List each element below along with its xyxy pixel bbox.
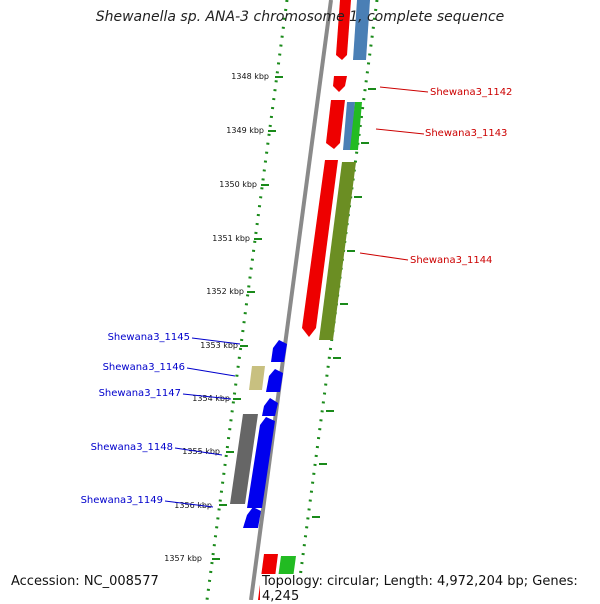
gene-arrow xyxy=(350,102,362,150)
leader-line xyxy=(359,252,409,261)
left-gene-labels: Shewana3_1145 Shewana3_1146 Shewana3_114… xyxy=(81,332,241,508)
gene-arrow xyxy=(336,0,351,60)
gene-arrow xyxy=(266,369,283,392)
ruler-label: 1356 kbp xyxy=(174,501,212,510)
ruler-ticks xyxy=(212,76,376,560)
map-title: Shewanella sp. ANA-3 chromosome 1, compl… xyxy=(95,9,505,25)
gene-label-shewana3-1143[interactable]: Shewana3_1143 xyxy=(425,128,507,139)
gene-arrow xyxy=(319,162,356,340)
gene-label-shewana3-1149[interactable]: Shewana3_1149 xyxy=(81,495,163,506)
gene-label-shewana3-1145[interactable]: Shewana3_1145 xyxy=(108,332,190,343)
leader-line xyxy=(164,500,214,508)
ruler-label: 1350 kbp xyxy=(219,180,257,189)
gene-arrow xyxy=(230,414,258,504)
right-dotted-track xyxy=(295,0,379,601)
ruler-label: 1349 kbp xyxy=(226,126,264,135)
leader-line xyxy=(379,86,429,93)
gene-label-shewana3-1144[interactable]: Shewana3_1144 xyxy=(410,255,492,266)
gene-arrow xyxy=(333,76,347,92)
ruler-label: 1348 kbp xyxy=(231,72,269,81)
ruler-label: 1357 kbp xyxy=(164,554,202,563)
gene-arrow xyxy=(353,0,370,60)
leader-line xyxy=(375,128,425,135)
ruler-label: 1353 kbp xyxy=(200,341,238,350)
ruler-label: 1354 kbp xyxy=(192,394,230,403)
gene-arrow xyxy=(249,366,265,390)
right-gene-labels: Shewana3_1142 Shewana3_1143 Shewana3_114… xyxy=(359,86,512,266)
gene-arrow xyxy=(326,100,345,149)
gene-arrow xyxy=(262,398,278,416)
ruler-label: 1352 kbp xyxy=(206,287,244,296)
gene-arrow xyxy=(302,160,338,337)
gene-label-shewana3-1142[interactable]: Shewana3_1142 xyxy=(430,87,512,98)
gene-arrow xyxy=(247,417,275,508)
gene-label-shewana3-1148[interactable]: Shewana3_1148 xyxy=(91,442,173,453)
ruler-label: 1351 kbp xyxy=(212,234,250,243)
gene-arrow xyxy=(271,340,287,362)
gene-arrow xyxy=(243,507,261,528)
chromosome-backbone xyxy=(249,0,333,601)
left-dotted-track xyxy=(205,0,289,601)
gene-features xyxy=(230,0,370,600)
gene-label-shewana3-1147[interactable]: Shewana3_1147 xyxy=(99,388,181,399)
leader-line xyxy=(191,337,241,345)
gene-label-shewana3-1146[interactable]: Shewana3_1146 xyxy=(103,362,185,373)
leader-line xyxy=(186,367,236,377)
leader-line xyxy=(182,393,232,400)
leader-line xyxy=(174,447,223,456)
accession-text: Accession: NC_008577 xyxy=(9,574,161,589)
